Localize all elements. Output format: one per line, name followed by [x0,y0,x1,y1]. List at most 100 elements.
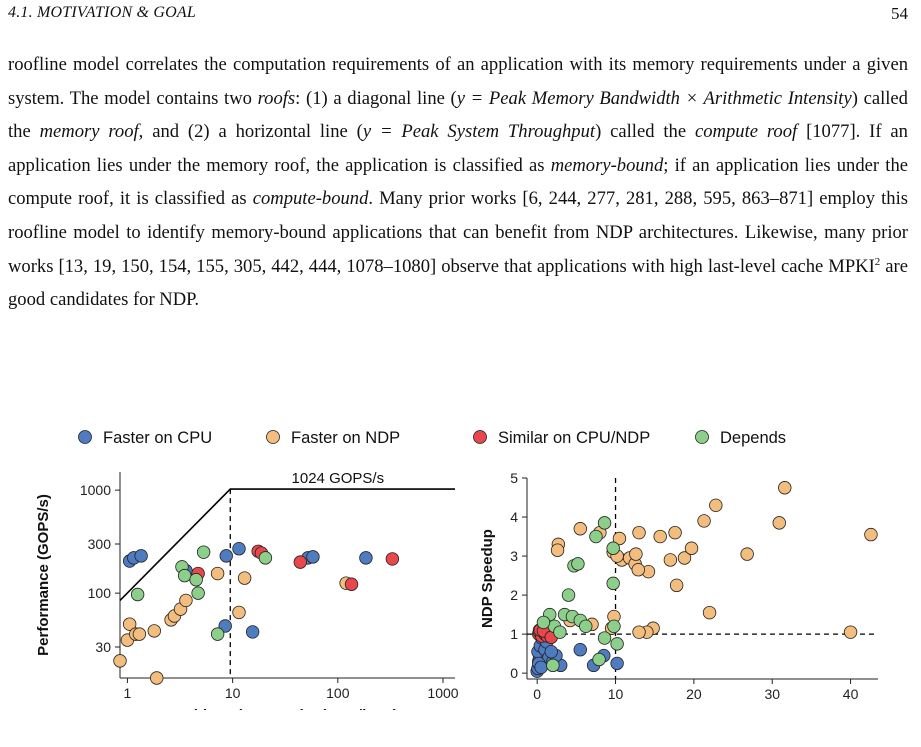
y-tick-label: 0 [510,665,518,681]
data-point [132,627,147,641]
legend-marker [695,430,709,444]
data-point [629,547,643,561]
data-point [147,624,161,638]
data-point [592,652,606,667]
data-point [669,578,684,593]
legend-label: Depends [720,429,786,447]
data-point [606,576,620,591]
data-point [150,671,164,685]
text-run: , and (2) a horizontal line ( [138,121,363,143]
data-point [579,619,593,634]
data-point [210,627,225,641]
y-axis-title: Performance (GOPS/s) [35,494,52,656]
data-point [544,644,558,659]
term-roofs: roofs [257,87,296,109]
x-tick-label: 10 [225,685,241,701]
data-point [607,619,621,634]
legend-label: Similar on CPU/NDP [498,429,650,447]
data-point [631,563,645,577]
data-point [189,573,203,587]
data-point [610,656,624,671]
data-point [306,550,320,564]
data-point [359,551,373,565]
data-point [677,551,692,565]
data-point [130,587,145,602]
equation-compute-roof: y = Peak System Throughput [362,121,596,143]
term-memory-bound: memory-bound [550,154,664,176]
y-tick-label: 1000 [80,482,111,498]
data-point [684,541,699,555]
data-point [606,541,620,555]
x-tick-label: 40 [843,686,859,702]
data-point [191,586,205,600]
data-point [122,617,137,631]
legend-marker [473,430,487,444]
y-tick-label: 300 [88,536,112,552]
data-point [550,543,565,557]
running-header: 4.1. MOTIVATION & GOAL 54 [8,2,908,26]
text-run: roofline model correlates the computatio… [8,54,908,109]
y-tick-label: 5 [510,470,518,486]
term-compute-roof: compute roof [695,121,798,143]
y-tick-label: 2 [510,587,518,603]
data-point [772,516,786,530]
data-point [546,658,560,673]
footnote-marker: 2 [874,255,881,268]
data-point [536,615,551,630]
data-point [610,637,624,651]
data-point [663,553,678,567]
y-tick-label: 3 [510,548,518,564]
roofline-chart: 1 10 100 1000 30 100 300 1000 Arithmetic Intensi… [35,470,459,710]
x-axis-title: Last−Level Cache MPKI [618,708,787,710]
data-point [232,605,246,620]
data-point [597,516,612,530]
text-run: : (1) a diagonal line ( [295,87,457,109]
x-tick-label: 20 [686,686,702,702]
roofline-line [119,488,455,601]
text-run: ) called the [595,121,695,143]
data-point [697,514,711,528]
text-run: ; if an application lies under the compu… [8,154,909,210]
data-point [237,571,252,585]
legend-label: Faster on CPU [103,429,212,447]
data-point [344,577,359,591]
data-point [653,529,667,544]
legend-marker [78,430,92,444]
term-compute-bound: compute-bound [252,188,369,210]
legend-label: Faster on NDP [291,429,400,447]
data-point [864,527,878,542]
y-axis-title: NDP Speedup [479,529,496,628]
data-point [573,522,587,536]
y-tick-label: 1 [510,626,518,642]
data-point [632,625,646,639]
data-point [196,545,211,559]
text-run: . Many prior works [6, 244, 277, 281, 28… [8,188,908,277]
data-point [232,542,246,556]
x-tick-label: 0 [533,686,541,702]
data-point [210,566,225,581]
data-point [177,568,192,583]
data-point [573,643,587,657]
data-point [597,631,612,645]
data-point [571,557,585,571]
data-point [778,481,792,495]
compute-roof-annotation: 1024 GOPS/s [292,470,385,487]
body-paragraph: roofline model correlates the computatio… [8,48,908,317]
data-point [293,555,308,569]
data-point [553,625,567,639]
x-tick-label: 1 [124,685,132,701]
data-point [702,605,717,620]
term-memory-roof: memory roof [39,121,139,143]
data-point [668,525,682,540]
data-point [134,549,148,563]
equation-memory-roof: y = Peak Memory Bandwidth × Arithmetic I… [456,87,852,109]
data-point [589,529,603,544]
data-point [740,547,754,561]
y-tick-label: 4 [510,509,518,525]
section-title: 4.1. MOTIVATION & GOAL [8,4,196,21]
data-point [632,525,646,540]
data-point [179,593,193,608]
legend: Faster on CPU Faster on NDP Similar on CPU… [78,429,786,447]
y-tick-label: 100 [88,585,112,601]
text-run: ) called the [8,87,908,143]
